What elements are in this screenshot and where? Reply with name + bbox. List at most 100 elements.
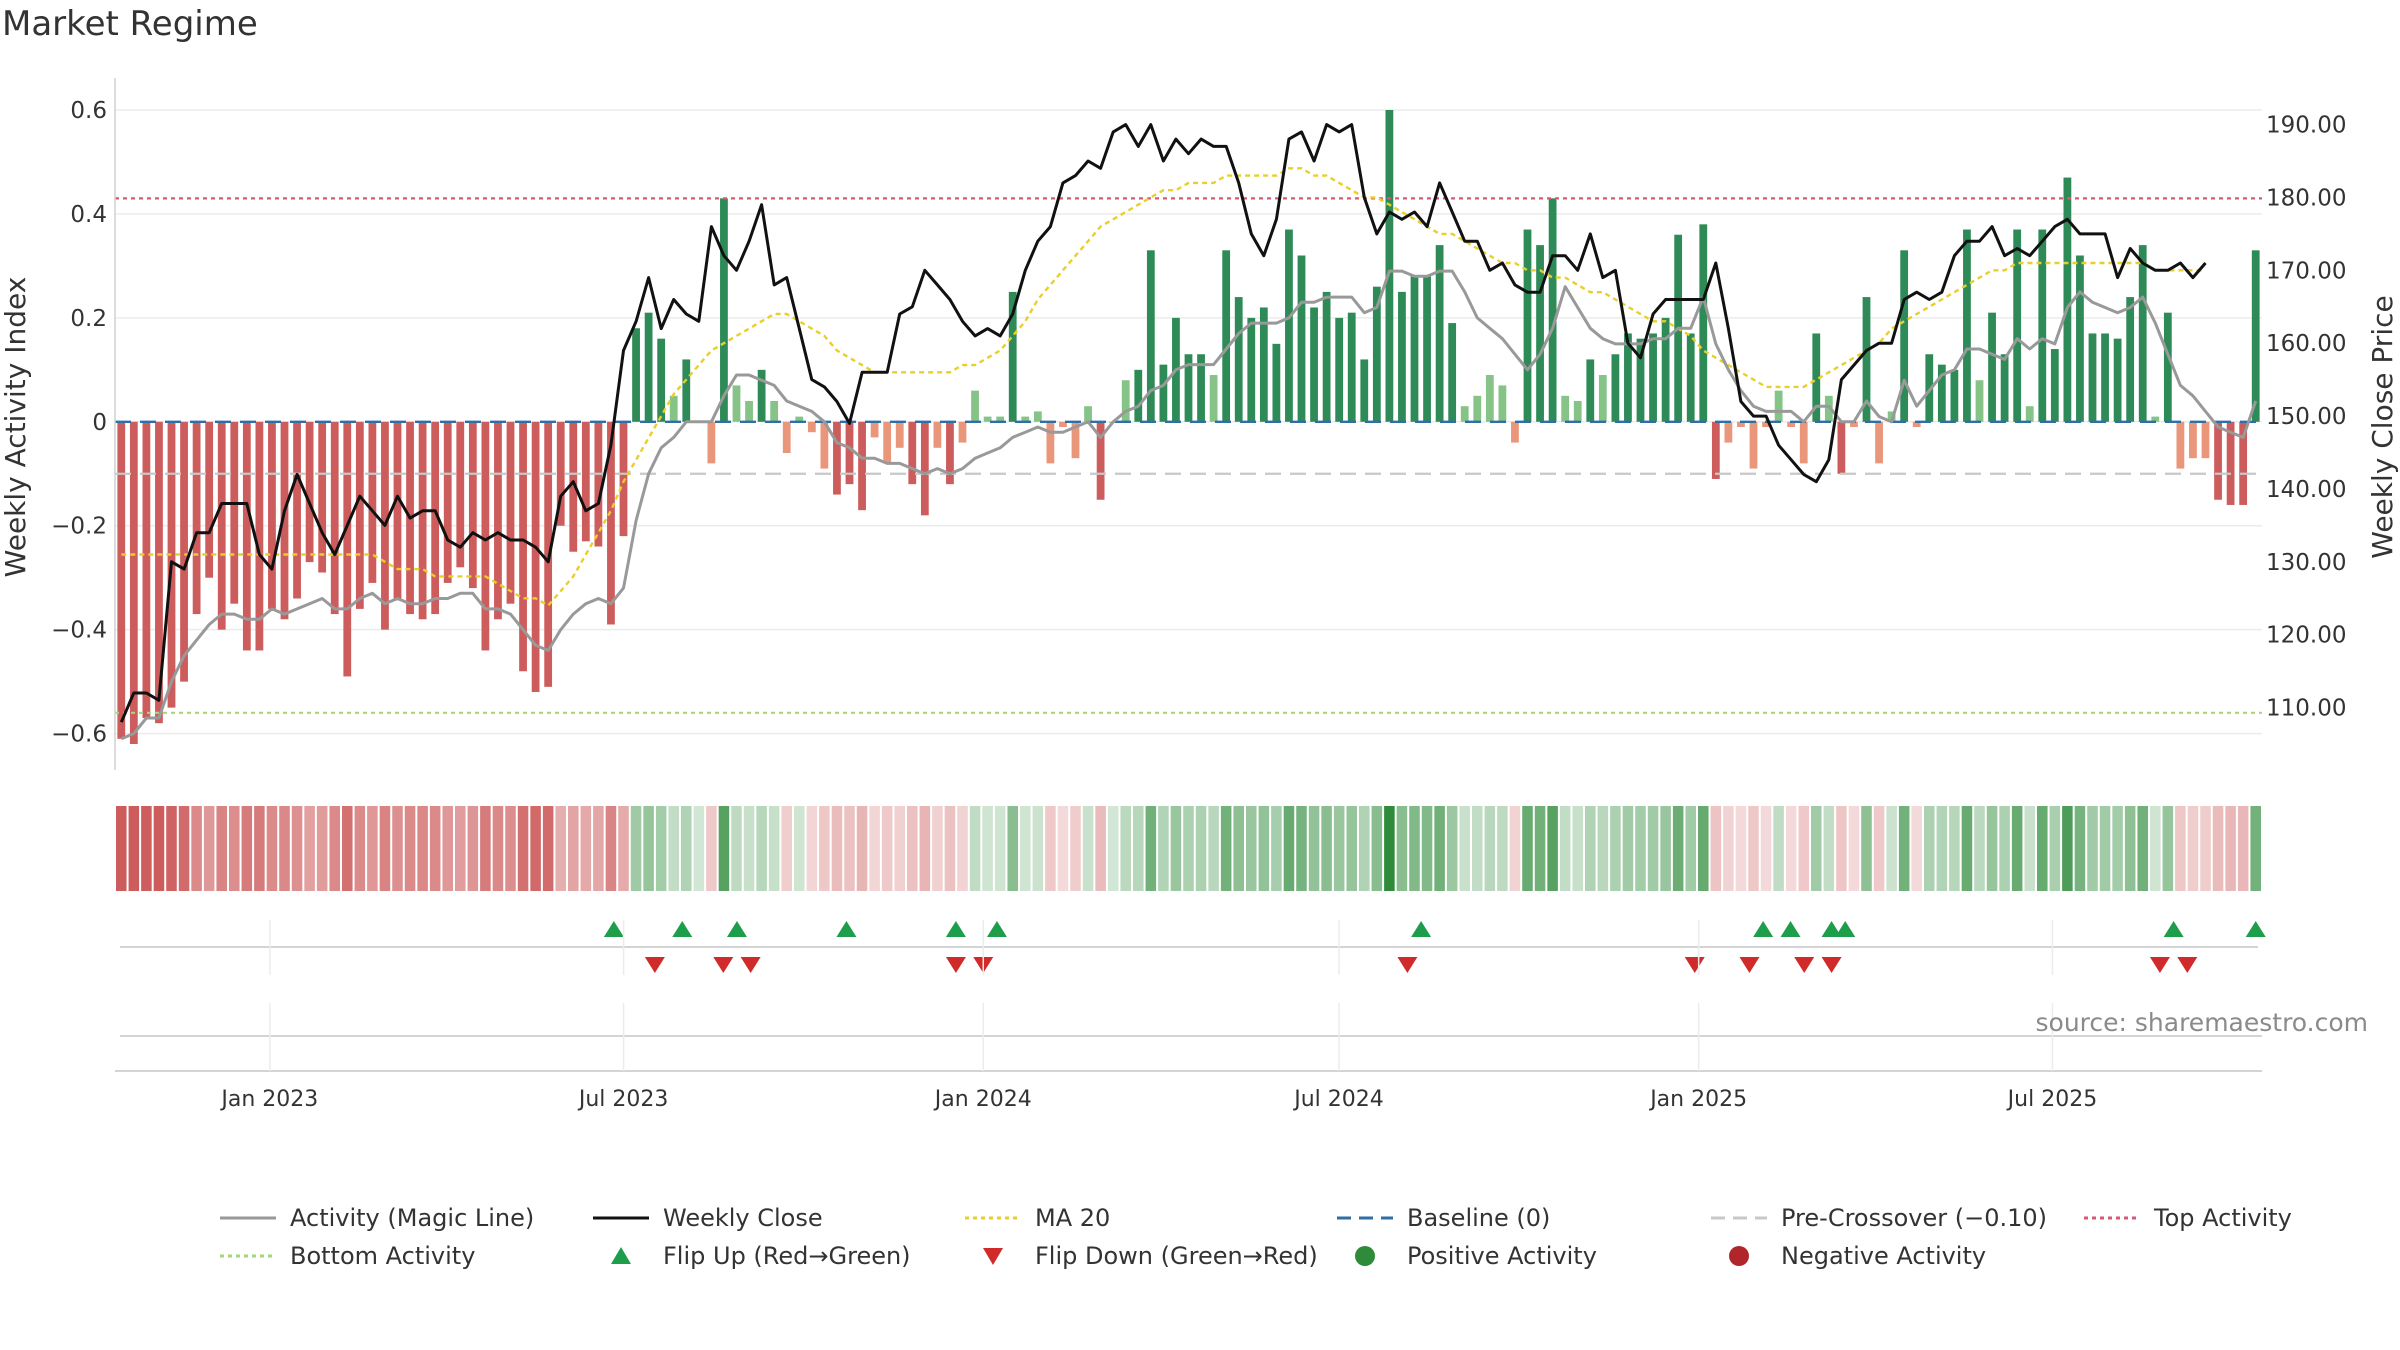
weekly-close-line [119, 123, 2207, 723]
flip-down-marker [740, 957, 761, 973]
heat-cell [1836, 806, 1847, 891]
activity-bar [192, 421, 201, 615]
heat-cell [2099, 806, 2111, 891]
activity-bar [506, 421, 515, 604]
heat-cell [2112, 806, 2123, 891]
activity-bar [757, 369, 766, 422]
legend-label: MA 20 [1035, 1204, 1110, 1232]
heat-cell [1183, 806, 1194, 891]
activity-bar [632, 328, 640, 422]
legend-label: Negative Activity [1781, 1242, 1986, 1270]
activity-bar [971, 390, 979, 422]
legend-label: Top Activity [2153, 1204, 2292, 1232]
heat-cell [1873, 806, 1885, 891]
heat-cell [1861, 806, 1872, 891]
legend-label: Positive Activity [1407, 1242, 1597, 1270]
heat-cell [2200, 806, 2211, 891]
y-left-tick-label: 0 [92, 410, 107, 436]
heat-cell [1911, 806, 1922, 891]
heat-cell [116, 806, 127, 891]
activity-bar [1686, 333, 1695, 422]
heat-cell [982, 806, 993, 891]
heat-cell [1308, 806, 1320, 891]
heat-cell [1710, 806, 1722, 891]
activity-bar [468, 421, 477, 589]
activity-bar [2025, 406, 2034, 422]
activity-bar [1448, 323, 1457, 422]
heat-cell [1472, 806, 1483, 891]
heat-cell [1107, 806, 1119, 891]
activity-bar [431, 421, 440, 615]
heat-cell [480, 806, 491, 891]
activity-bar [1624, 333, 1632, 422]
heat-cell [1484, 806, 1496, 891]
heat-cell [367, 806, 378, 891]
heat-cell [668, 806, 679, 891]
heat-cell [2162, 806, 2174, 891]
activity-bar [996, 416, 1005, 422]
activity-bar [770, 401, 779, 422]
flip-up-marker [672, 921, 693, 937]
activity-bar [343, 421, 352, 677]
heat-cell [2187, 806, 2199, 891]
heat-cell [279, 806, 290, 891]
activity-bar [1586, 359, 1595, 422]
activity-bar [607, 421, 615, 625]
activity-bar [820, 421, 829, 469]
activity-bar [1234, 297, 1243, 422]
activity-bar [1197, 354, 1205, 422]
heat-cell [542, 806, 554, 891]
activity-bar [644, 312, 653, 422]
flip-down-marker [713, 957, 734, 973]
legend-swatch-flip-down [983, 1248, 1003, 1265]
heat-cell [1233, 806, 1244, 891]
activity-bar [1423, 276, 1431, 422]
legend-label: Flip Up (Red→Green) [663, 1242, 911, 1270]
heat-cell [216, 806, 227, 891]
heat-cell [1045, 806, 1056, 891]
heat-cell [1936, 806, 1948, 891]
y-right-tick-label: 150.00 [2266, 404, 2346, 430]
y-right-tick-label: 130.00 [2266, 550, 2346, 576]
activity-bar [1297, 255, 1306, 422]
activity-bar [883, 421, 892, 464]
activity-bar [782, 421, 791, 453]
x-tick-label: Jul 2025 [2006, 1087, 2098, 1112]
activity-bar [1812, 333, 1821, 422]
heat-cell [1271, 806, 1282, 891]
activity-bar [1310, 307, 1318, 422]
flip-up-marker [986, 921, 1007, 937]
activity-bar [1598, 375, 1607, 422]
activity-bar [2126, 297, 2135, 422]
heat-cell [505, 806, 516, 891]
activity-bar [318, 421, 327, 573]
activity-bar [1975, 380, 1984, 422]
heat-cell [743, 806, 755, 891]
activity-bar [1787, 421, 1796, 427]
y-right-axis-label: Weekly Close Price [2366, 295, 2399, 558]
activity-bar [1398, 291, 1406, 422]
heat-cell [1823, 806, 1835, 891]
heat-cell [2175, 806, 2186, 891]
heat-cell [643, 806, 654, 891]
heat-cell [756, 806, 767, 891]
heat-cell [1848, 806, 1860, 891]
heat-cell [919, 806, 931, 891]
heat-cell [2237, 806, 2249, 891]
heat-cell [881, 806, 893, 891]
flip-down-marker [945, 957, 966, 973]
heat-cell [254, 806, 265, 891]
activity-bar [1548, 198, 1557, 422]
flip-down-marker [644, 957, 665, 973]
activity-bar [1460, 406, 1469, 422]
heat-cell [1082, 806, 1094, 891]
heat-cell [794, 806, 805, 891]
heat-cell [1220, 806, 1232, 891]
activity-bar [1875, 421, 1883, 464]
legend-swatch-flip-up [611, 1247, 631, 1264]
heat-cell [1296, 806, 1307, 891]
heat-cell [492, 806, 504, 891]
activity-bar [2138, 245, 2147, 422]
bottom-panel [115, 1035, 2262, 1072]
